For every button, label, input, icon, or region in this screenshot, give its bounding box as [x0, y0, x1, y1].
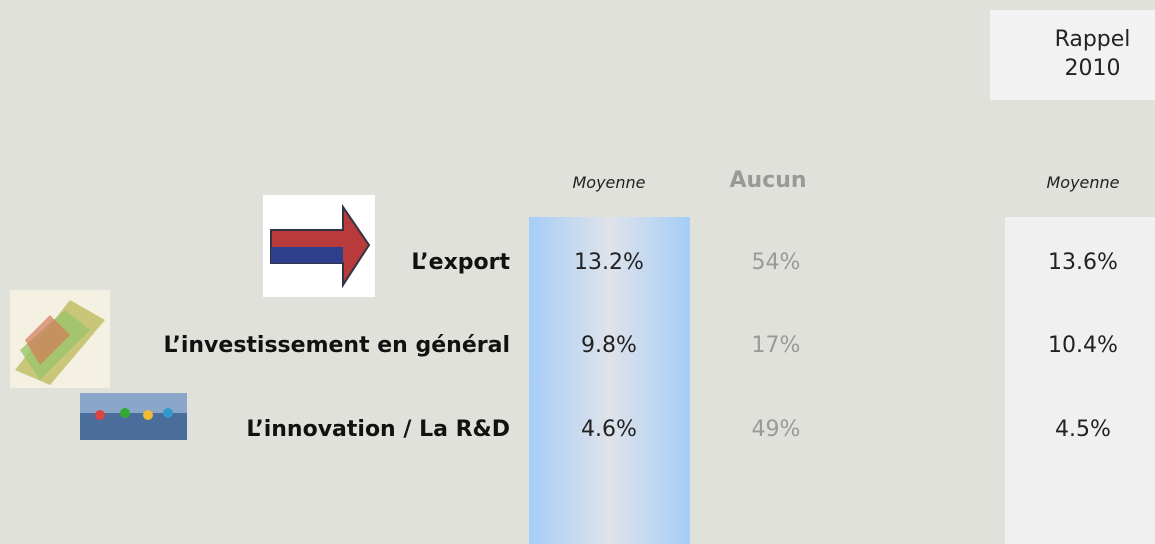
row-label: L’investissement en général: [163, 333, 510, 358]
aucun-value: 54%: [751, 250, 801, 275]
aucun-value: 17%: [751, 333, 801, 358]
row-label: L’export: [411, 250, 510, 275]
rappel-panel: [1005, 217, 1155, 544]
rappel-value: 13.6%: [1048, 250, 1118, 275]
row-label: L’innovation / La R&D: [246, 417, 510, 442]
column-header: Moyenne: [572, 173, 646, 192]
column-header: Aucun: [729, 168, 807, 193]
rappel-header: Rappel 2010: [990, 10, 1155, 100]
moyenne-value: 9.8%: [581, 333, 637, 358]
rappel-value: 10.4%: [1048, 333, 1118, 358]
innovation-icon: [80, 393, 187, 440]
column-header: Moyenne: [1046, 173, 1120, 192]
aucun-value: 49%: [751, 417, 801, 442]
export-icon: [263, 195, 375, 297]
highlight-column: [529, 217, 690, 544]
moyenne-value: 13.2%: [574, 250, 644, 275]
money-icon: [10, 290, 110, 388]
rappel-title: Rappel 2010: [1054, 27, 1131, 81]
rappel-value: 4.5%: [1055, 417, 1111, 442]
moyenne-value: 4.6%: [581, 417, 637, 442]
